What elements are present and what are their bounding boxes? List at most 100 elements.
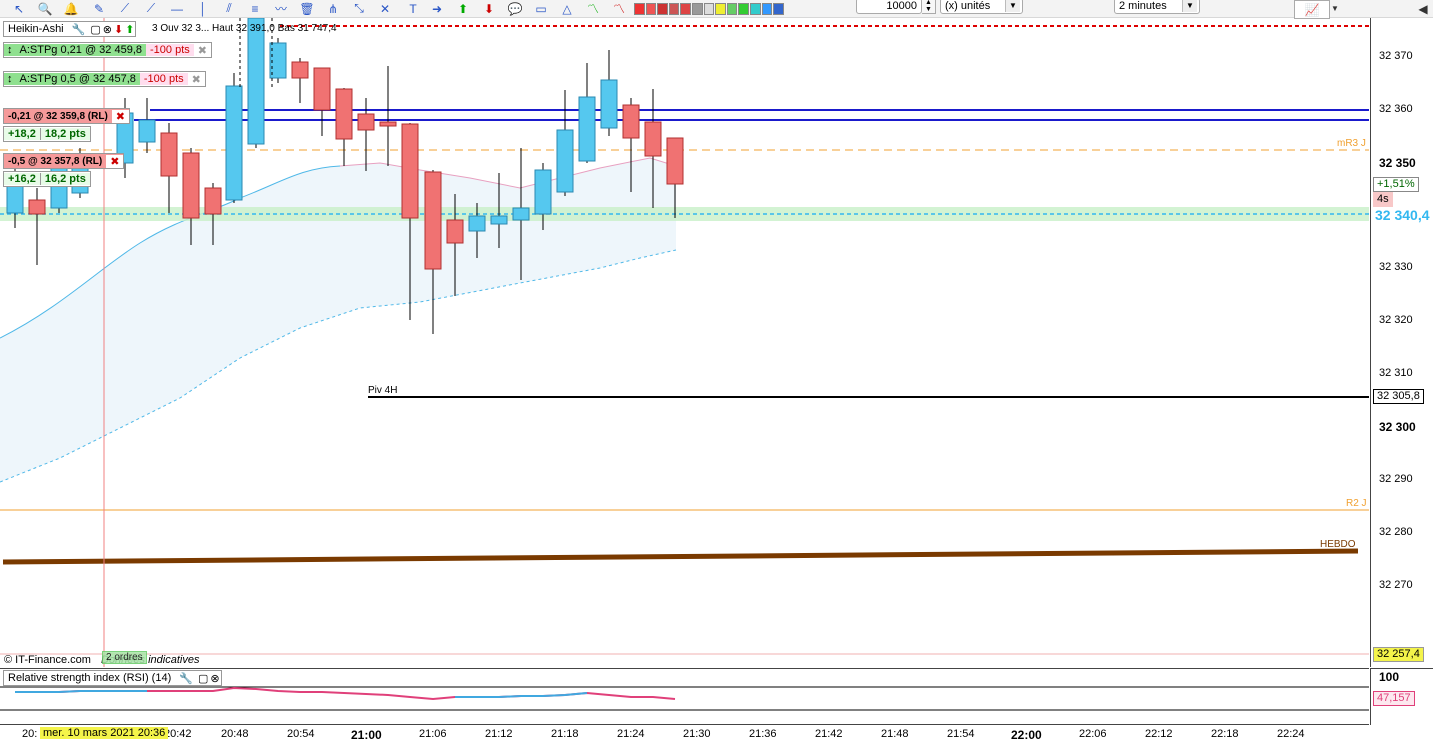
unit-select-value: (x) unités	[945, 0, 991, 12]
cross-icon[interactable]: ✕	[379, 1, 391, 16]
chart-type-selector[interactable]: Heikin-Ashi 🔧 ▢ ⊗ ⬇ ⬆	[3, 21, 137, 37]
pointer-icon[interactable]: ↖	[13, 1, 25, 16]
piv4h-label: Piv 4H	[368, 385, 398, 396]
change-badge: +1,51%	[1373, 177, 1419, 192]
alert-bell-icon[interactable]: 🔔	[63, 1, 79, 16]
price-tick: 32 300	[1379, 420, 1416, 434]
position-chip-1[interactable]: -0,21 @ 32 359,8 (RL) ✖	[3, 108, 131, 124]
order-chip-1[interactable]: ↕ A:STPg 0,21 @ 32 459,8 -100 pts ✖	[3, 42, 212, 58]
candle-bull	[490, 215, 508, 225]
candle-bear	[446, 219, 464, 244]
price-tick: 32 280	[1379, 526, 1413, 538]
rectangle-icon[interactable]: ▭	[535, 1, 547, 16]
candle-bear	[424, 171, 442, 270]
time-tick: 21:00	[351, 728, 382, 742]
close-icon[interactable]: ⊗	[210, 672, 220, 685]
r2-label: R2 J	[1346, 498, 1367, 509]
line-chart-icon[interactable]: 〽	[586, 2, 599, 16]
wrench-icon[interactable]: 🔧	[179, 672, 193, 685]
position-text: -0,5 @ 32 357,8 (RL)	[8, 155, 103, 167]
candle-bear	[401, 123, 419, 219]
position-text: -0,21 @ 32 359,8 (RL)	[8, 110, 108, 122]
order-label: A:STPg 0,5 @ 32 457,8	[15, 73, 140, 85]
ray-icon[interactable]: ⟋	[146, 1, 156, 15]
window-icon[interactable]: ▢	[90, 23, 101, 36]
quantity-stepper[interactable]: ▲ ▼	[922, 0, 936, 14]
order-chip-2[interactable]: ↕ A:STPg 0,5 @ 32 457,8 -100 pts ✖	[3, 71, 206, 87]
close-icon[interactable]: ✖	[197, 44, 207, 57]
position-pl-1: +18,2 18,2 pts	[3, 126, 91, 142]
arrow-right-icon[interactable]: ➜	[431, 1, 443, 16]
channel-icon[interactable]: ⫽	[226, 1, 232, 15]
rsi-axis: 100 47,157	[1370, 668, 1433, 725]
last-price-label: 32 340,4	[1375, 207, 1430, 223]
low-price-label: 32 257,4	[1373, 647, 1424, 662]
price-tick: 32 290	[1379, 473, 1413, 485]
close-icon[interactable]: ⊗	[102, 23, 112, 36]
candle-bear	[357, 113, 375, 131]
cloud-top-line-pink	[339, 157, 677, 189]
candle-bear	[313, 67, 331, 111]
price-tick: 32 370	[1379, 50, 1413, 62]
close-icon[interactable]: ✖	[106, 154, 124, 168]
cursor-date-label: mer. 10 mars 2021 20:36	[40, 727, 169, 739]
arrow-up-icon[interactable]: ⬆	[457, 1, 469, 16]
time-tick: 21:06	[419, 728, 447, 740]
zoom-icon[interactable]: 🔍	[37, 1, 53, 16]
time-tick: 21:36	[749, 728, 777, 740]
callout-icon[interactable]: 💬	[507, 1, 523, 16]
chevron-down-icon[interactable]: ▼	[1331, 4, 1339, 13]
pitchfork-icon[interactable]: ⋔	[327, 1, 339, 16]
arrow-tool-icon[interactable]: ⤡	[354, 1, 364, 15]
interval-select[interactable]: 2 minutes ▼	[1114, 0, 1200, 14]
orders-button[interactable]: 2 ordres	[102, 651, 147, 664]
pl-value: +18,2	[4, 128, 40, 140]
time-tick: 20:	[22, 728, 38, 740]
rsi-header[interactable]: Relative strength index (RSI) (14) 🔧 ▢ ⊗	[3, 670, 222, 686]
text-tool-icon[interactable]: T	[409, 1, 417, 16]
unit-select[interactable]: (x) unités ▼	[940, 0, 1023, 14]
time-tick: 22:06	[1079, 728, 1107, 740]
price-tick: 32 360	[1379, 103, 1413, 115]
fibonacci-icon[interactable]: ≡	[251, 1, 259, 16]
order-pts: -100 pts	[146, 44, 194, 56]
close-icon[interactable]: ✖	[111, 109, 130, 123]
order-handle-icon[interactable]: ↕	[4, 73, 16, 85]
chevron-down-icon: ▼	[1182, 0, 1197, 12]
time-tick: 20:48	[221, 728, 249, 740]
quantity-input[interactable]: 10000	[856, 0, 922, 14]
chart-style-icon[interactable]: 📈	[1294, 0, 1330, 19]
upload-icon[interactable]: ⬆	[125, 23, 135, 36]
horizontal-line-icon[interactable]: —	[171, 1, 183, 16]
price-tick: 32 350	[1379, 156, 1416, 170]
time-tick: 22:18	[1211, 728, 1239, 740]
color-swatches[interactable]	[634, 0, 784, 17]
download-icon[interactable]: ⬇	[113, 23, 124, 36]
ruler-icon[interactable]: ✎	[93, 1, 105, 16]
trendline-icon[interactable]: ⟋	[120, 1, 130, 15]
trash-icon[interactable]: 🗑	[299, 1, 315, 16]
wrench-icon[interactable]: 🔧	[71, 23, 86, 36]
pl-pts: 18,2 pts	[39, 128, 90, 140]
vertical-line-icon[interactable]: │	[199, 1, 207, 16]
close-icon[interactable]: ✖	[191, 73, 201, 86]
candle-bull	[468, 215, 486, 232]
mr3-label: mR3 J	[1337, 138, 1366, 149]
candle-bear	[28, 199, 46, 215]
indicator-chart-icon[interactable]: 〽	[612, 2, 625, 16]
position-chip-2[interactable]: -0,5 @ 32 357,8 (RL) ✖	[3, 153, 125, 169]
order-handle-icon[interactable]: ↕	[4, 44, 16, 56]
time-tick: 20:54	[287, 728, 315, 740]
price-tick: 32 310	[1379, 367, 1413, 379]
window-icon[interactable]: ▢	[197, 672, 209, 685]
hebdo-label: HEBDO	[1320, 539, 1356, 550]
candle-bear	[291, 61, 309, 79]
wave-icon[interactable]: 〰	[274, 2, 287, 16]
candle-bear	[335, 88, 353, 140]
price-chart[interactable]	[0, 18, 1369, 667]
triangle-icon[interactable]: △	[562, 1, 572, 16]
rsi-panel[interactable]: Relative strength index (RSI) (14) 🔧 ▢ ⊗	[0, 668, 1369, 725]
candle-bull	[247, 18, 265, 145]
arrow-down-icon[interactable]: ⬇	[483, 1, 495, 16]
scroll-icon[interactable]: ◀	[1418, 1, 1428, 16]
